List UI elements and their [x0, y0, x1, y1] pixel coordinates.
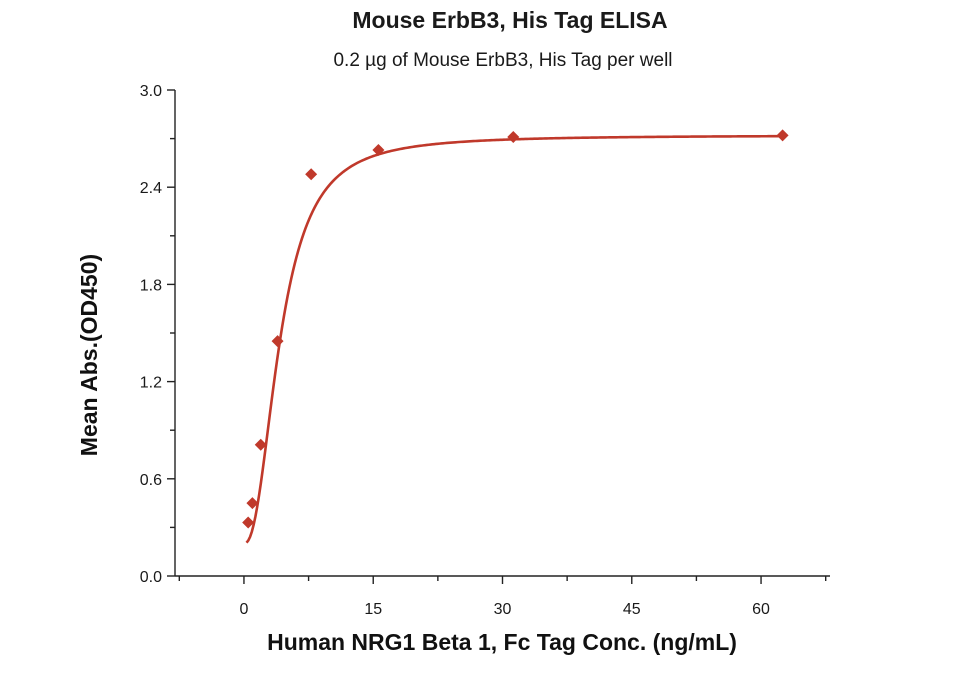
- x-tick-label: 60: [752, 601, 770, 618]
- y-tick-label: 1.8: [140, 277, 162, 294]
- data-point: [254, 438, 267, 451]
- data-point: [246, 497, 259, 510]
- data-point: [271, 335, 284, 348]
- chart-title: Mouse ErbB3, His Tag ELISA: [352, 7, 667, 33]
- data-point: [372, 143, 385, 156]
- data-point: [242, 516, 255, 529]
- y-axis-label: Mean Abs.(OD450): [76, 254, 102, 456]
- x-tick-label: 45: [623, 601, 641, 618]
- data-point: [507, 130, 520, 143]
- chart-subtitle: 0.2 µg of Mouse ErbB3, His Tag per well: [333, 50, 672, 71]
- data-point: [776, 129, 789, 142]
- fit-curve: [245, 134, 783, 544]
- data-point: [305, 168, 318, 181]
- data-points: [242, 129, 789, 529]
- x-tick-label: 0: [239, 601, 248, 618]
- y-ticks: 0.0 0.6 1.2 1.8 2.4 3.0: [140, 83, 175, 586]
- y-tick-label: 0.6: [140, 472, 162, 489]
- y-tick-label: 2.4: [140, 180, 162, 197]
- y-tick-label: 0.0: [140, 569, 162, 586]
- axes: [174, 90, 830, 577]
- x-tick-label: 15: [364, 601, 382, 618]
- x-ticks: 0 15 30 45 60: [178, 576, 827, 618]
- y-tick-label: 3.0: [140, 83, 162, 100]
- x-axis-label: Human NRG1 Beta 1, Fc Tag Conc. (ng/mL): [267, 629, 737, 655]
- x-tick-label: 30: [494, 601, 512, 618]
- y-tick-label: 1.2: [140, 375, 162, 392]
